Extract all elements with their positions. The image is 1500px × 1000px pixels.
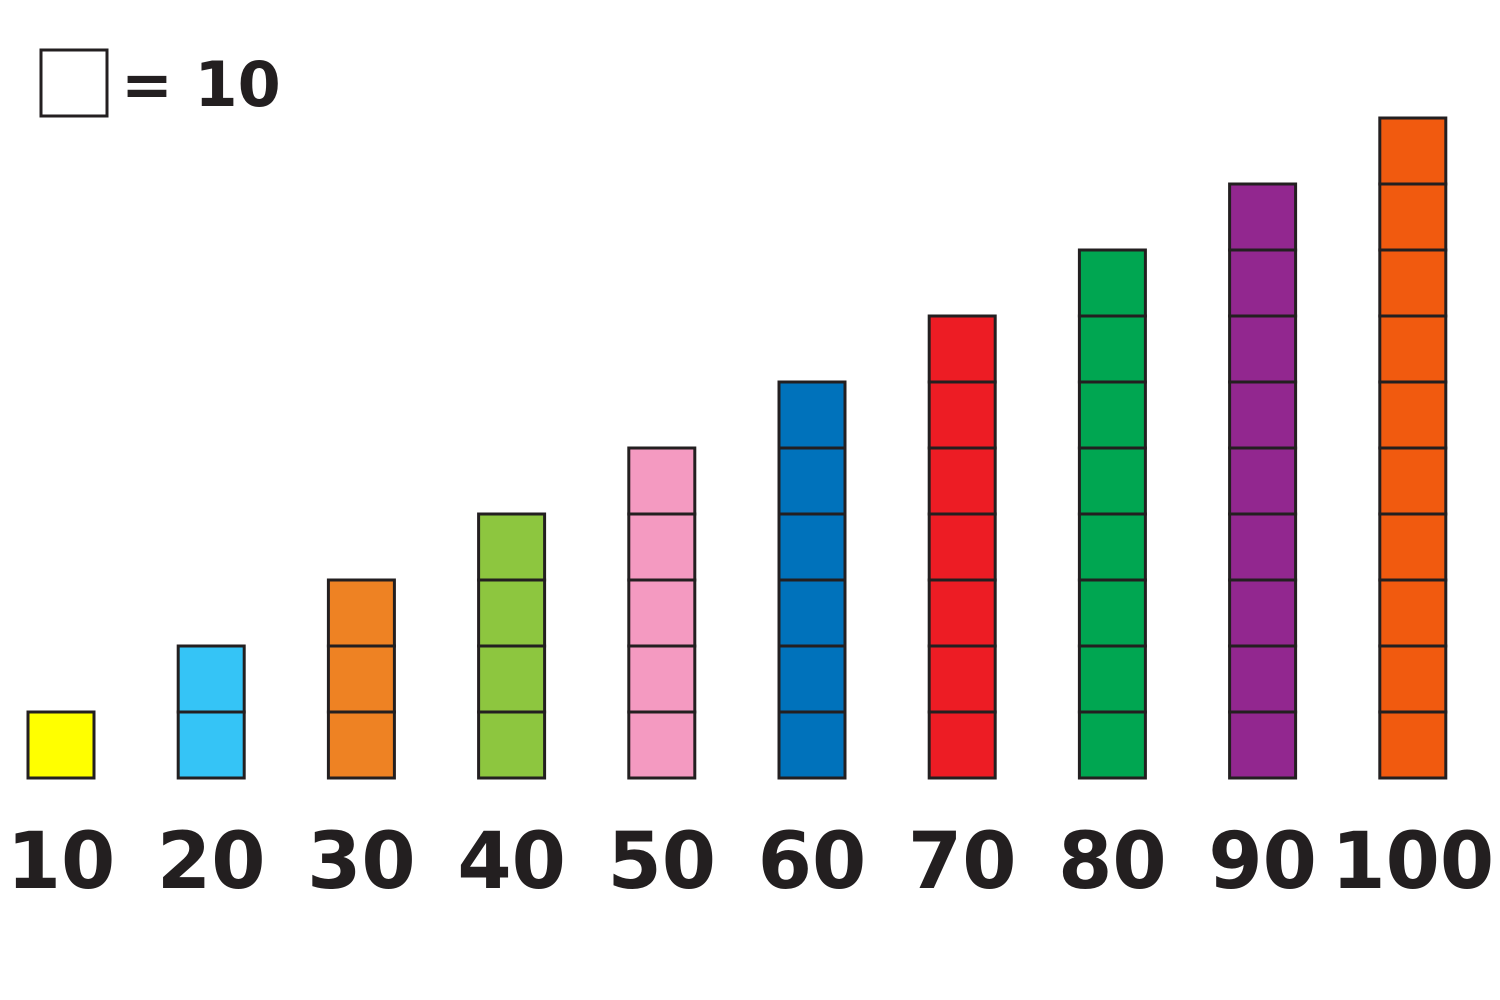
bar-block (1378, 644, 1448, 714)
bar-block (1228, 644, 1298, 714)
bar-block (627, 710, 697, 780)
bar-block (176, 644, 246, 714)
bar-block (1378, 578, 1448, 648)
bar-block (1378, 380, 1448, 450)
bar-block (1077, 644, 1147, 714)
bar-block (627, 446, 697, 516)
category-label: 100 (1331, 817, 1494, 907)
bar-block (1077, 314, 1147, 384)
bar-block (777, 446, 847, 516)
bar-20 (176, 644, 246, 780)
bar-block (477, 512, 547, 582)
category-label: 60 (758, 817, 867, 907)
bar-block (627, 644, 697, 714)
bar-30 (326, 578, 396, 780)
bar-block (777, 512, 847, 582)
bar-block (1228, 380, 1298, 450)
bar-block (927, 710, 997, 780)
bar-block (1378, 248, 1448, 318)
bar-block (927, 380, 997, 450)
bar-block (627, 578, 697, 648)
bar-70 (927, 314, 997, 780)
bar-block (1077, 578, 1147, 648)
bar-block (1378, 116, 1448, 186)
bar-block (927, 644, 997, 714)
bar-block (1228, 710, 1298, 780)
bar-block (777, 380, 847, 450)
bar-block (1077, 248, 1147, 318)
bar-block (1228, 248, 1298, 318)
bar-block (1378, 512, 1448, 582)
bar-block (927, 446, 997, 516)
bar-block (1077, 446, 1147, 516)
bar-60 (777, 380, 847, 780)
bar-block (927, 578, 997, 648)
bar-block (26, 710, 96, 780)
legend-label: = 10 (121, 48, 281, 121)
bar-block (1378, 710, 1448, 780)
bar-block (1228, 314, 1298, 384)
category-labels: 10 20 30 40 50 60 70 80 90 100 (7, 817, 1494, 907)
bar-block (326, 578, 396, 648)
bar-block (477, 644, 547, 714)
bar-block (777, 644, 847, 714)
bar-block (777, 578, 847, 648)
bar-10 (26, 710, 96, 780)
bar-block (1228, 446, 1298, 516)
category-label: 70 (908, 817, 1017, 907)
bar-block (627, 512, 697, 582)
bar-block (326, 710, 396, 780)
category-label: 90 (1208, 817, 1317, 907)
bar-90 (1228, 182, 1298, 780)
category-label: 20 (157, 817, 266, 907)
bar-block (927, 314, 997, 384)
bar-block (1378, 446, 1448, 516)
bar-block (777, 710, 847, 780)
bar-50 (627, 446, 697, 780)
bar-40 (477, 512, 547, 780)
category-label: 40 (457, 817, 566, 907)
bar-80 (1077, 248, 1147, 780)
bar-block (1077, 710, 1147, 780)
bar-block (1228, 182, 1298, 252)
category-label: 80 (1058, 817, 1167, 907)
bar-block (927, 512, 997, 582)
bar-block (477, 578, 547, 648)
bar-block (326, 644, 396, 714)
category-label: 30 (307, 817, 416, 907)
bar-block (1378, 314, 1448, 384)
legend-block-swatch (39, 48, 109, 118)
bar-block (1378, 182, 1448, 252)
bars (26, 116, 1448, 780)
category-label: 50 (608, 817, 717, 907)
bar-block (176, 710, 246, 780)
bar-100 (1378, 116, 1448, 780)
bar-block (1077, 380, 1147, 450)
bar-block (1077, 512, 1147, 582)
category-label: 10 (7, 817, 116, 907)
bar-block (477, 710, 547, 780)
legend: = 10 (39, 48, 281, 121)
bar-block (1228, 512, 1298, 582)
bar-block (1228, 578, 1298, 648)
